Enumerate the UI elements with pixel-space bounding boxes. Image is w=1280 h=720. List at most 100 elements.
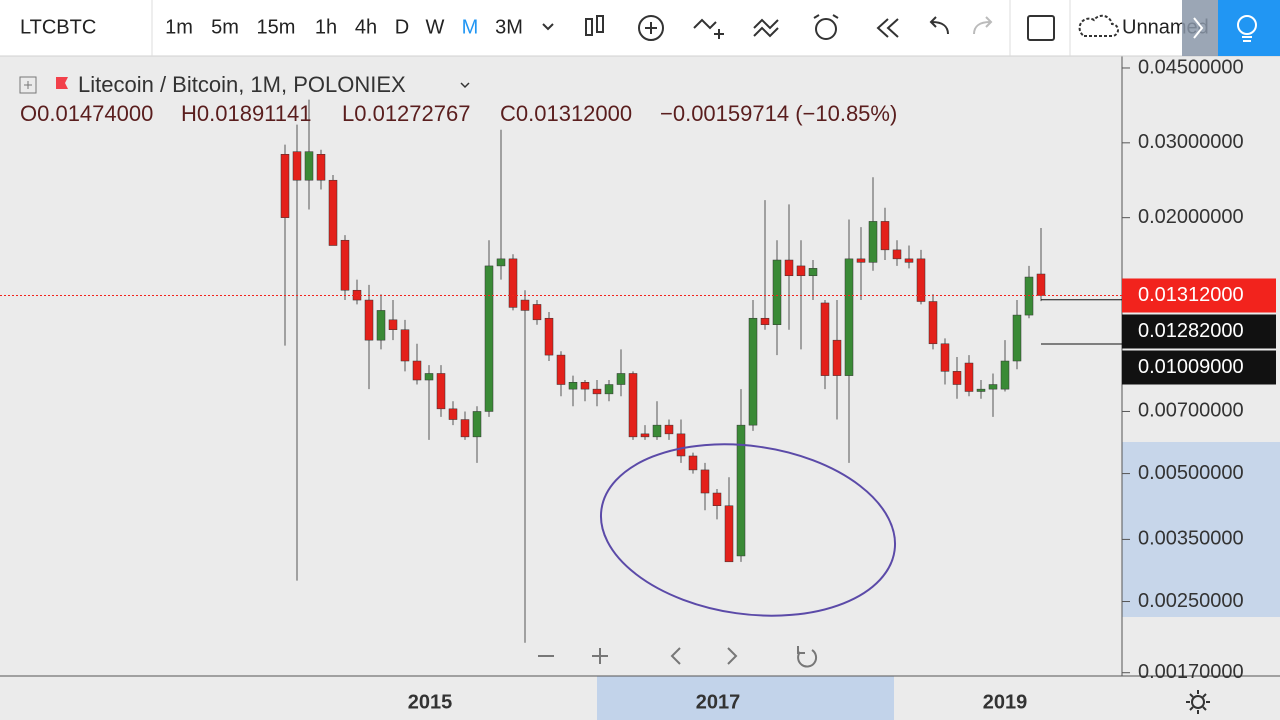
candle-body <box>652 424 662 438</box>
candle-body <box>712 492 722 507</box>
candle-type-icon[interactable] <box>585 18 593 36</box>
candle-body <box>520 299 530 311</box>
y-tick-label: 0.00170000 <box>1138 661 1244 683</box>
template-icon[interactable] <box>753 18 779 38</box>
interval[interactable]: 3M <box>495 16 523 38</box>
candle-body <box>904 258 914 263</box>
collapse-icon[interactable] <box>19 76 37 94</box>
candle-body <box>340 239 350 291</box>
bulb-icon <box>1242 36 1252 42</box>
candle-body <box>676 433 686 457</box>
reset[interactable] <box>797 646 818 668</box>
candle-body <box>640 433 650 438</box>
candle-body <box>436 373 446 410</box>
interval[interactable]: D <box>395 16 409 38</box>
settings-icon[interactable] <box>1186 690 1210 714</box>
candle-body <box>1036 273 1046 296</box>
candle-body <box>772 259 782 325</box>
candle-body <box>784 259 794 277</box>
time-axis-highlight <box>597 676 894 720</box>
flag-icon[interactable] <box>56 77 68 89</box>
candle-body <box>928 301 938 345</box>
ohlc-high: H0.01891141 <box>181 101 312 126</box>
plot <box>0 67 1130 674</box>
candle-body <box>484 265 494 412</box>
interval[interactable]: 15m <box>257 16 296 38</box>
candle-body <box>460 419 470 438</box>
cloud-icon[interactable] <box>1078 14 1119 37</box>
zoom-in[interactable] <box>592 648 608 664</box>
candle-body <box>700 469 710 494</box>
candle-body <box>292 151 302 181</box>
scroll-left[interactable] <box>670 647 681 665</box>
candle-type-icon[interactable] <box>596 15 604 33</box>
candle-body <box>688 455 698 471</box>
candle-body <box>724 505 734 563</box>
undo-icon[interactable] <box>929 16 949 35</box>
interval-group: 1m 5m 15m 1h 4h D W M 3M <box>165 16 523 38</box>
scroll-right[interactable] <box>727 647 738 665</box>
ohlc-open: O0.01474000 <box>20 101 153 126</box>
ellipse-drawing[interactable] <box>590 426 907 634</box>
y-tick-label: 0.02000000 <box>1138 206 1244 228</box>
candle-body <box>568 382 578 390</box>
candle-body <box>880 221 890 251</box>
redo-icon[interactable] <box>973 16 993 35</box>
legend-dropdown[interactable] <box>460 82 470 89</box>
y-tick-label: 0.00250000 <box>1138 590 1244 612</box>
candle-body <box>736 424 746 557</box>
interval[interactable]: 4h <box>355 16 377 38</box>
time-label: 2019 <box>983 691 1028 713</box>
candle-body <box>868 221 878 263</box>
candle-body <box>328 179 338 246</box>
price-axis-highlight <box>1122 442 1280 617</box>
ohlc-change: −0.00159714 (−10.85%) <box>660 101 897 126</box>
candle-body <box>376 310 386 341</box>
y-tick-label: 0.04500000 <box>1138 56 1244 78</box>
candle-body <box>964 362 974 392</box>
alert-icon[interactable] <box>815 18 837 40</box>
ideas-button[interactable] <box>1218 0 1280 56</box>
interval[interactable]: M <box>462 16 479 38</box>
tool-icons <box>585 14 1119 41</box>
candle-body <box>508 258 518 308</box>
legend-title[interactable]: Litecoin / Bitcoin, 1M, POLONIEX <box>78 72 406 97</box>
replay-icon[interactable] <box>876 18 899 38</box>
price-tag-label: 0.01009000 <box>1138 356 1244 378</box>
interval[interactable]: 5m <box>211 16 239 38</box>
candle-body <box>820 302 830 376</box>
candle-body <box>664 424 674 435</box>
interval-dropdown[interactable] <box>542 23 554 31</box>
y-tick-label: 0.00700000 <box>1138 400 1244 422</box>
candle-body <box>808 268 818 277</box>
symbol[interactable]: LTCBTC <box>20 16 96 38</box>
candle-body <box>448 408 458 420</box>
candle-body <box>592 388 602 395</box>
candle-body <box>916 258 926 302</box>
candle-body <box>280 153 290 218</box>
price-tag <box>1122 350 1276 385</box>
fullscreen-icon[interactable] <box>1027 15 1055 41</box>
candle-body <box>304 151 314 181</box>
candle-body <box>400 329 410 362</box>
price-tag <box>1122 278 1276 313</box>
ohlc-low: L0.01272767 <box>342 101 470 126</box>
candle-body <box>616 373 626 385</box>
scroll-button[interactable] <box>1182 0 1218 56</box>
interval[interactable]: 1h <box>315 16 337 38</box>
candle-body <box>832 339 842 376</box>
interval[interactable]: 1m <box>165 16 193 38</box>
candle-body <box>604 384 614 395</box>
price-tag-label: 0.01312000 <box>1138 284 1244 306</box>
candle-body <box>1012 314 1022 362</box>
candle-body <box>940 343 950 372</box>
indicator-icon[interactable] <box>693 18 724 39</box>
time-label: 2015 <box>408 691 453 713</box>
y-tick-label: 0.00500000 <box>1138 462 1244 484</box>
price-tag-label: 0.01282000 <box>1138 320 1244 342</box>
interval[interactable]: W <box>426 16 445 38</box>
collapse-icon <box>24 81 32 89</box>
candle-body <box>532 304 542 321</box>
add-icon[interactable] <box>638 15 664 41</box>
